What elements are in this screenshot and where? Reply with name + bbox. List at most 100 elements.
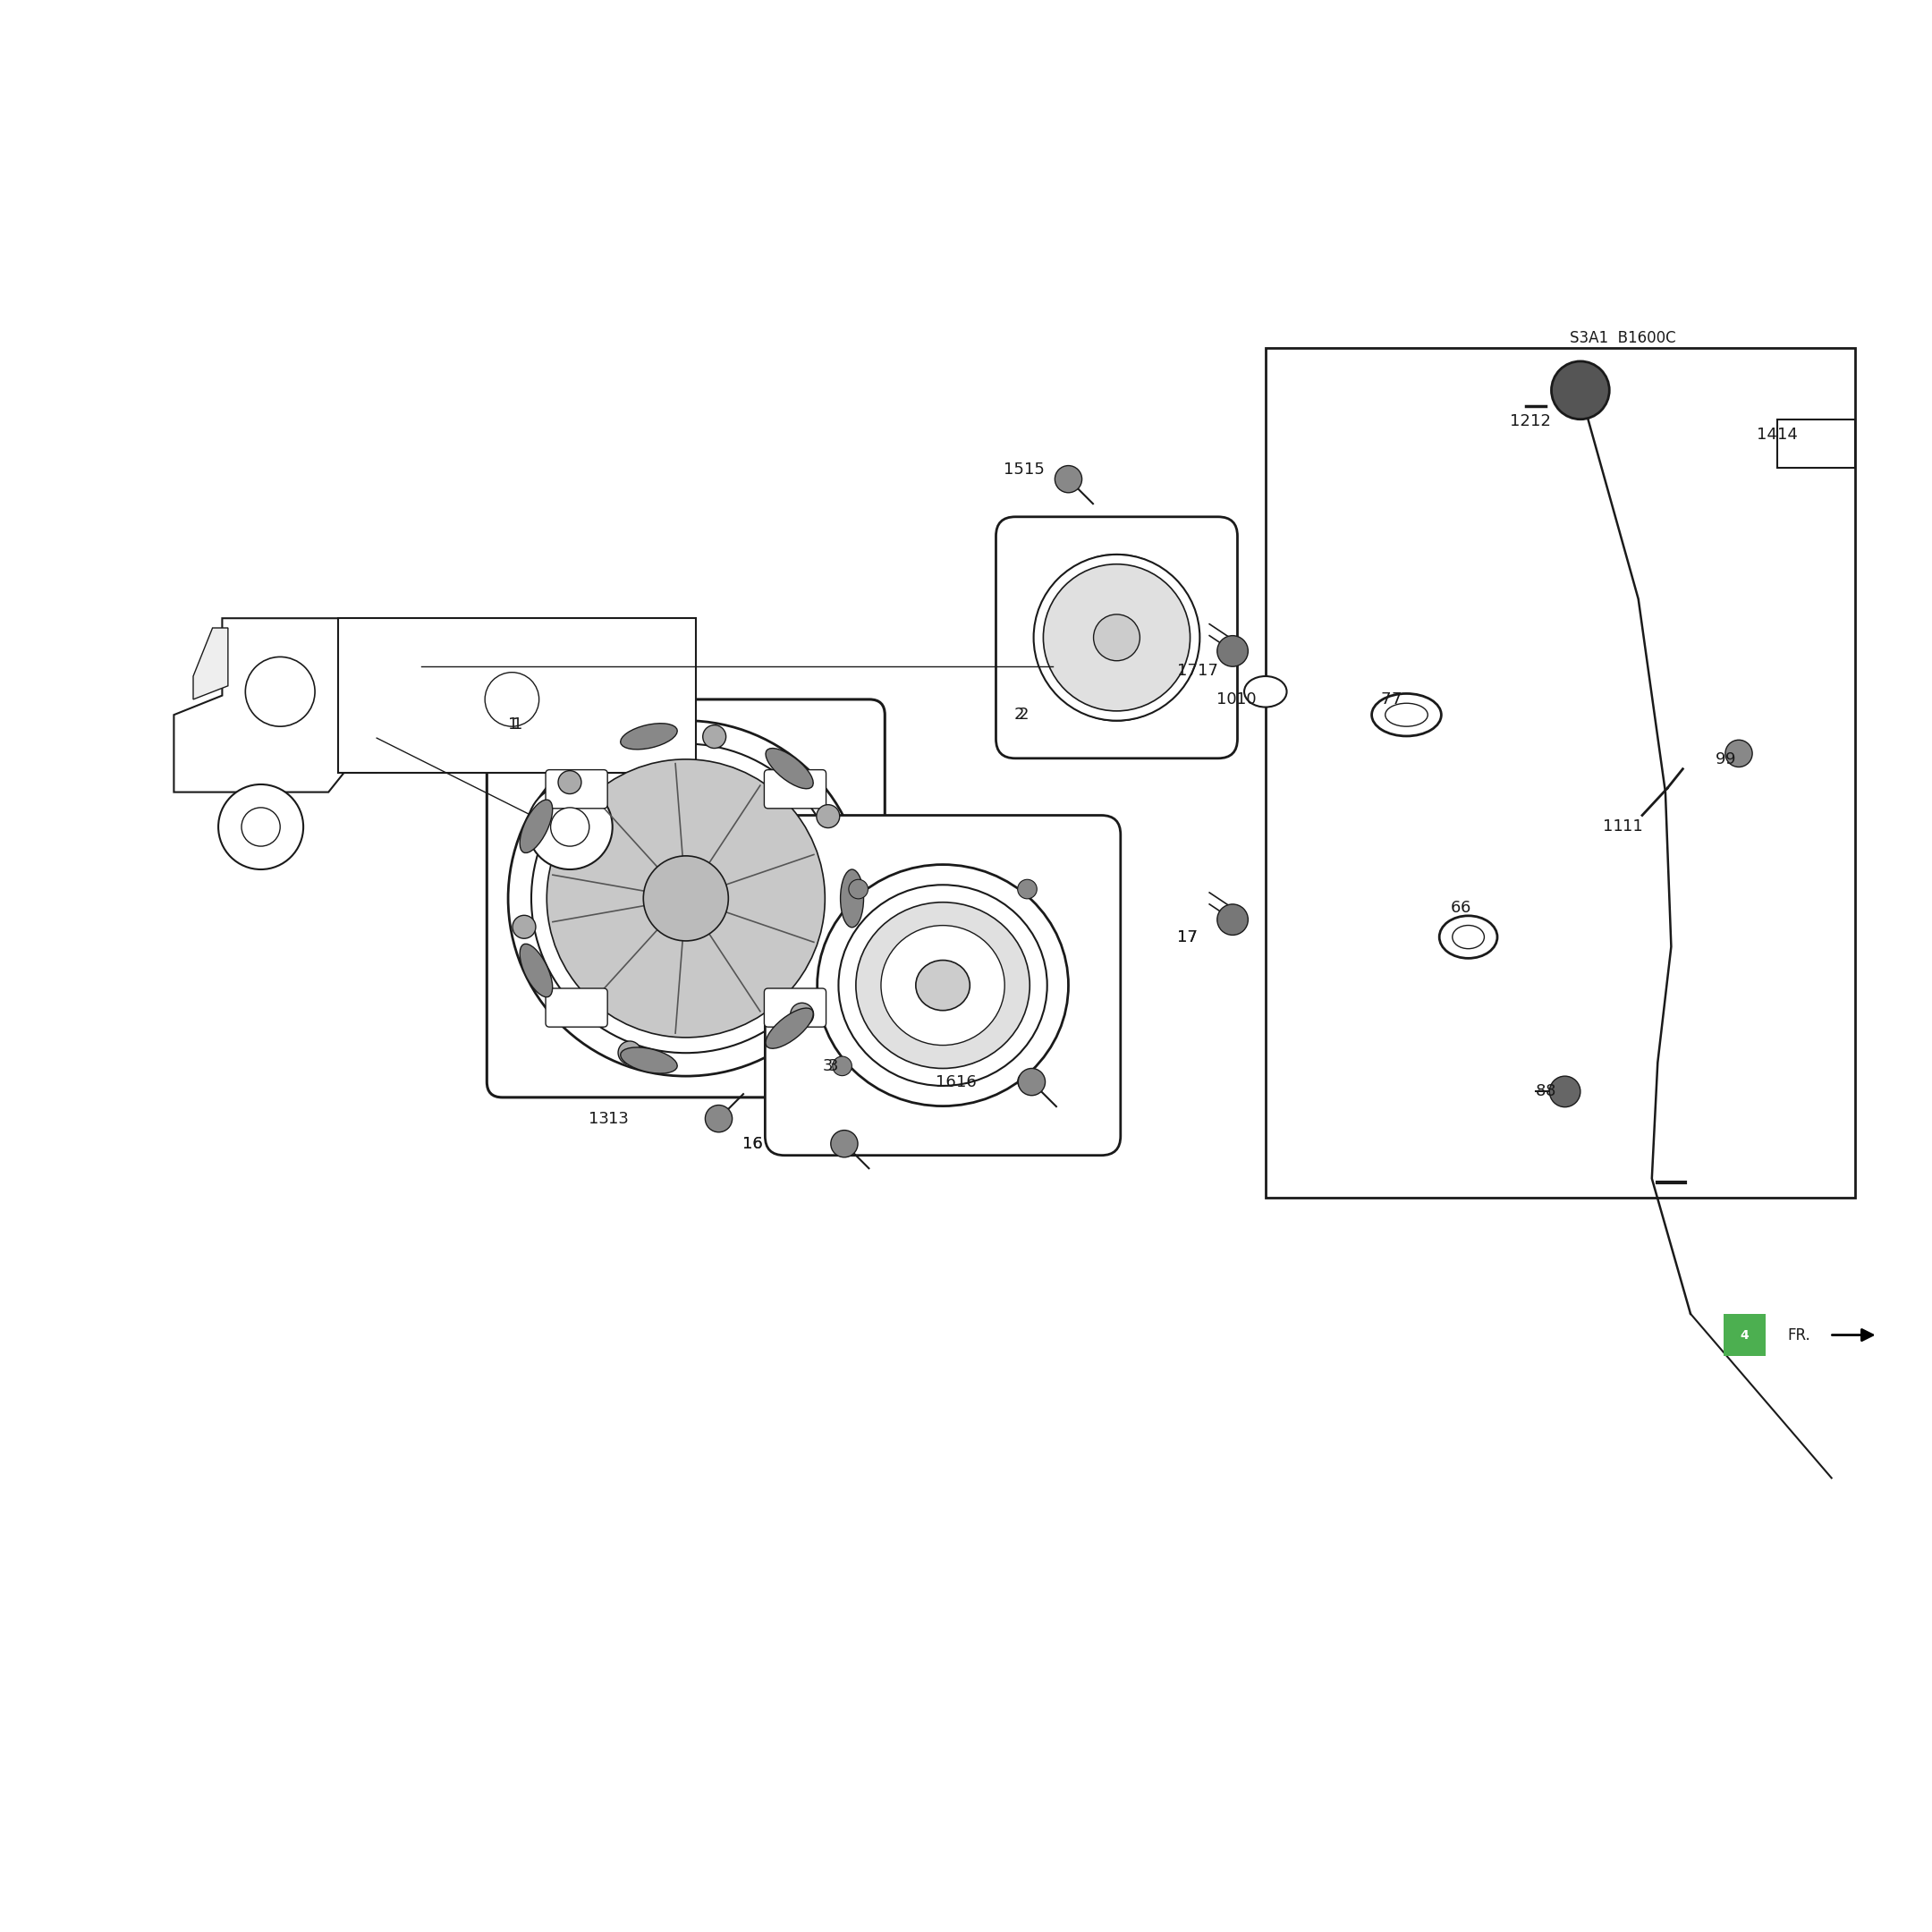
Circle shape <box>1043 564 1190 711</box>
Ellipse shape <box>1244 676 1287 707</box>
Circle shape <box>703 724 726 748</box>
FancyBboxPatch shape <box>545 769 607 808</box>
Text: 14: 14 <box>1777 427 1799 442</box>
Text: 15: 15 <box>1003 462 1024 477</box>
Circle shape <box>1549 1076 1580 1107</box>
Circle shape <box>705 1105 732 1132</box>
Text: 8: 8 <box>1546 1084 1555 1099</box>
Bar <box>1777 419 1855 468</box>
Ellipse shape <box>520 800 553 852</box>
Circle shape <box>547 759 825 1037</box>
Text: 1: 1 <box>512 717 524 732</box>
FancyBboxPatch shape <box>997 516 1238 757</box>
Polygon shape <box>174 618 390 792</box>
Ellipse shape <box>765 748 813 788</box>
Text: 1: 1 <box>508 717 518 732</box>
Text: 8: 8 <box>1536 1084 1546 1099</box>
Circle shape <box>531 744 840 1053</box>
Circle shape <box>1018 879 1037 898</box>
FancyBboxPatch shape <box>765 989 827 1028</box>
Circle shape <box>1551 361 1609 419</box>
Text: 17: 17 <box>1177 929 1198 945</box>
Ellipse shape <box>520 945 553 997</box>
Text: 10: 10 <box>1236 692 1256 707</box>
Circle shape <box>618 1041 641 1065</box>
Circle shape <box>817 804 840 827</box>
Text: 4: 4 <box>1741 1329 1748 1341</box>
Text: 2: 2 <box>1018 707 1030 723</box>
Text: 16: 16 <box>742 1136 763 1151</box>
Circle shape <box>1018 1072 1037 1092</box>
Ellipse shape <box>620 1047 678 1074</box>
Text: 15: 15 <box>1024 462 1045 477</box>
Text: 10: 10 <box>1217 692 1236 707</box>
Text: 3: 3 <box>827 1059 838 1074</box>
Circle shape <box>242 808 280 846</box>
Circle shape <box>1725 740 1752 767</box>
Ellipse shape <box>1453 925 1484 949</box>
FancyBboxPatch shape <box>545 989 607 1028</box>
Circle shape <box>527 784 612 869</box>
Text: 13: 13 <box>609 1111 630 1126</box>
Circle shape <box>1217 636 1248 667</box>
Circle shape <box>551 808 589 846</box>
Ellipse shape <box>1372 694 1441 736</box>
Circle shape <box>1055 466 1082 493</box>
Text: 13: 13 <box>587 1111 609 1126</box>
Circle shape <box>1034 554 1200 721</box>
Text: 7: 7 <box>1391 692 1401 707</box>
Text: 9: 9 <box>1725 752 1735 767</box>
Ellipse shape <box>1385 703 1428 726</box>
Text: 7: 7 <box>1381 692 1391 707</box>
Circle shape <box>833 1057 852 1076</box>
Ellipse shape <box>838 885 1047 1086</box>
Ellipse shape <box>840 869 864 927</box>
Text: 17: 17 <box>1177 929 1198 945</box>
Text: 6: 6 <box>1451 900 1461 916</box>
Polygon shape <box>1265 348 1855 1198</box>
Text: 11: 11 <box>1623 819 1644 835</box>
Ellipse shape <box>881 925 1005 1045</box>
Text: 17: 17 <box>1177 663 1198 678</box>
Text: 9: 9 <box>1716 752 1725 767</box>
Circle shape <box>508 721 864 1076</box>
FancyBboxPatch shape <box>765 815 1121 1155</box>
Circle shape <box>790 1003 813 1026</box>
Text: FR.: FR. <box>1787 1327 1810 1343</box>
Ellipse shape <box>916 960 970 1010</box>
Circle shape <box>245 657 315 726</box>
Circle shape <box>643 856 728 941</box>
Text: 16: 16 <box>742 1136 763 1151</box>
Text: 12: 12 <box>1509 413 1530 429</box>
Ellipse shape <box>765 1009 813 1049</box>
Circle shape <box>1094 614 1140 661</box>
FancyBboxPatch shape <box>765 769 827 808</box>
Polygon shape <box>338 618 696 773</box>
Text: 6: 6 <box>1461 900 1470 916</box>
Text: 16: 16 <box>935 1074 956 1090</box>
Text: S3A1  B1600C: S3A1 B1600C <box>1571 330 1675 346</box>
Circle shape <box>1217 904 1248 935</box>
Text: 17: 17 <box>1198 663 1219 678</box>
Circle shape <box>1018 1068 1045 1095</box>
Polygon shape <box>193 628 228 699</box>
Circle shape <box>218 784 303 869</box>
Ellipse shape <box>1439 916 1497 958</box>
Ellipse shape <box>620 723 678 750</box>
Text: 12: 12 <box>1530 413 1551 429</box>
Circle shape <box>848 879 867 898</box>
Ellipse shape <box>856 902 1030 1068</box>
Text: 16: 16 <box>956 1074 978 1090</box>
Circle shape <box>831 1130 858 1157</box>
Circle shape <box>512 916 535 939</box>
Bar <box>1723 1314 1766 1356</box>
Text: 14: 14 <box>1756 427 1777 442</box>
FancyBboxPatch shape <box>487 699 885 1097</box>
Ellipse shape <box>1037 554 1196 721</box>
Text: 3: 3 <box>823 1059 833 1074</box>
Circle shape <box>558 771 582 794</box>
Text: 11: 11 <box>1602 819 1623 835</box>
Text: 2: 2 <box>1014 707 1024 723</box>
Circle shape <box>485 672 539 726</box>
Ellipse shape <box>817 864 1068 1105</box>
